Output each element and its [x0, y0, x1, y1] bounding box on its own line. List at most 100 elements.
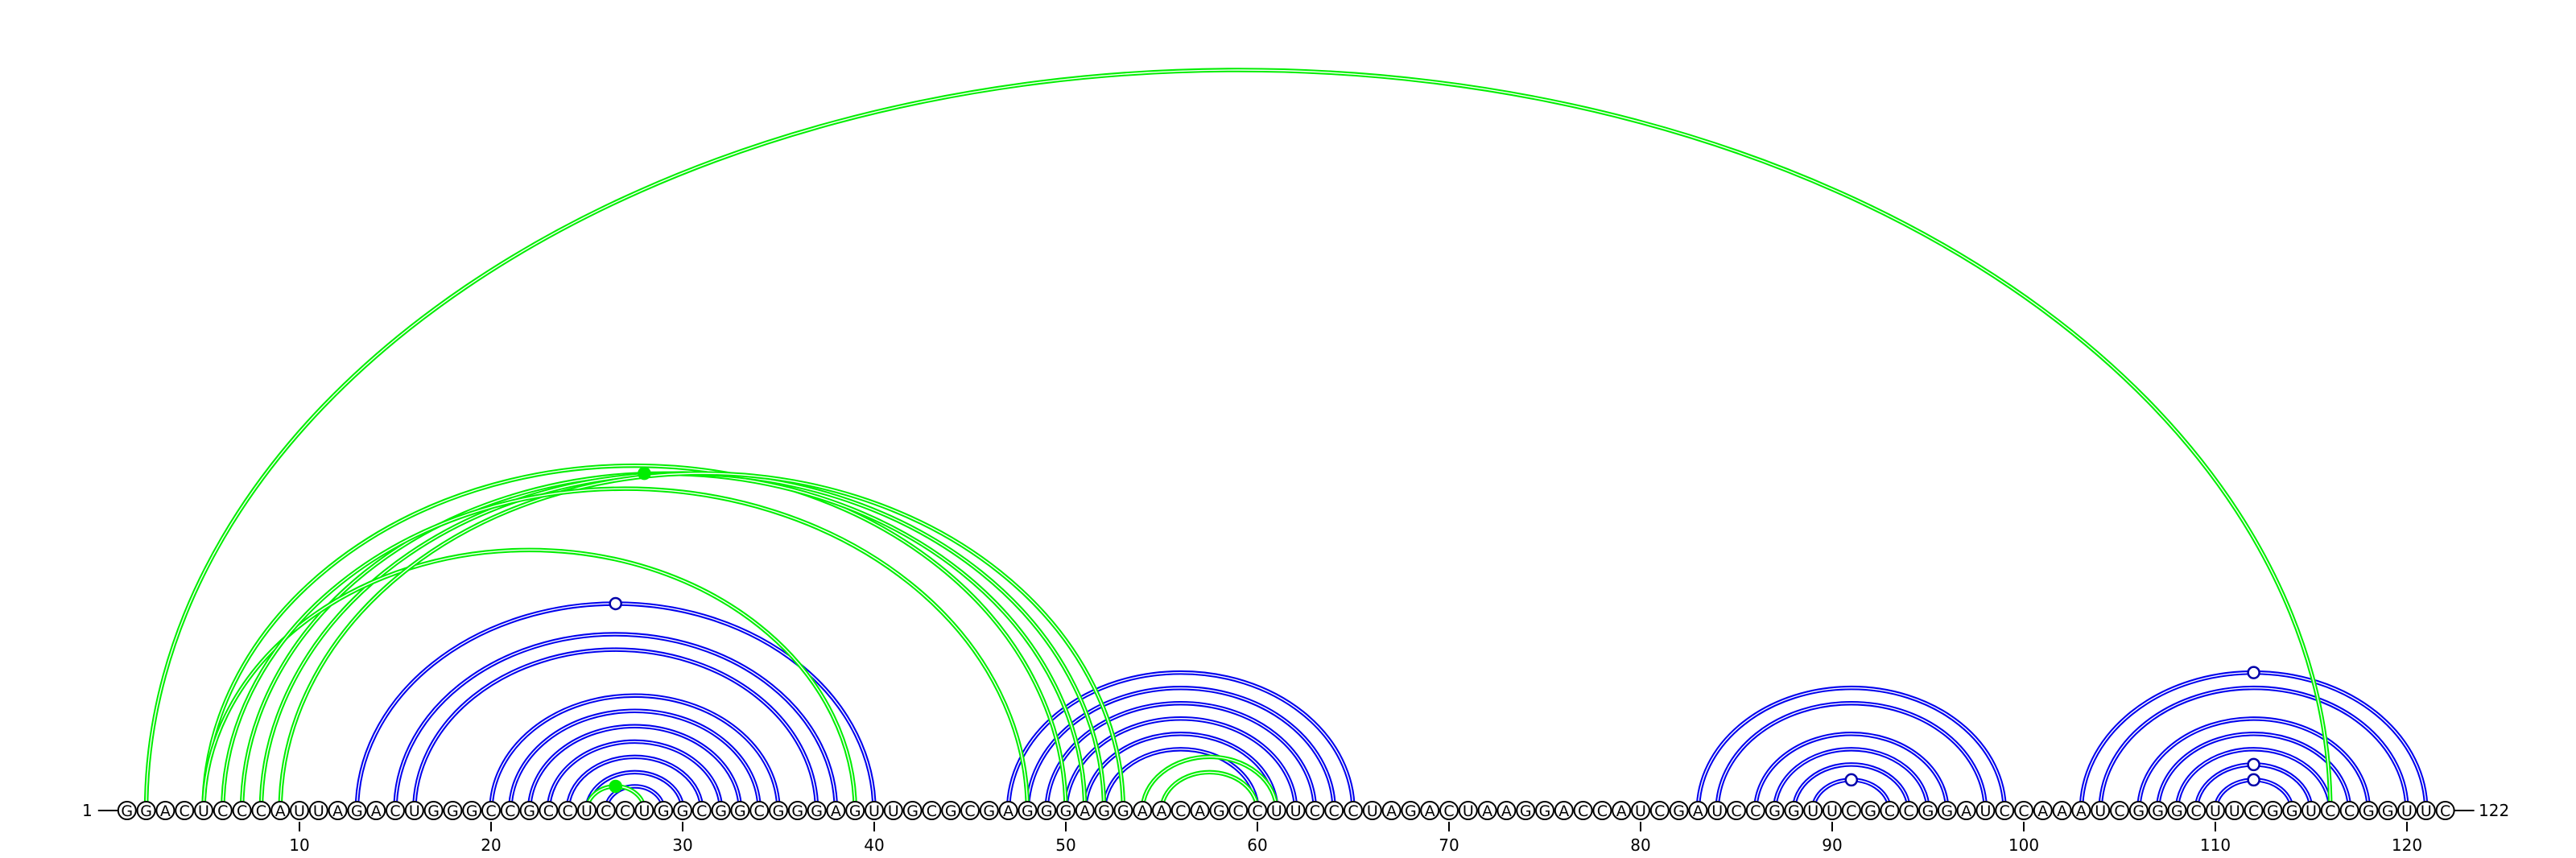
nucleotide-52: G	[1094, 801, 1114, 820]
svg-text:U: U	[2306, 802, 2317, 820]
nucleotide-70: C	[1439, 801, 1459, 820]
nucleotide-35: G	[769, 801, 788, 820]
blue-arc-core-47-65	[1007, 671, 1354, 811]
svg-text:U: U	[1807, 802, 1818, 820]
svg-text:U: U	[888, 802, 899, 820]
svg-text:G: G	[2286, 802, 2298, 820]
blue-arc-core-22-33	[528, 725, 741, 811]
svg-text:C: C	[2248, 802, 2259, 820]
arc-marker-7	[1844, 773, 1859, 787]
svg-text:A: A	[2037, 802, 2048, 820]
svg-text:G: G	[945, 802, 957, 820]
svg-text:C: C	[217, 802, 228, 820]
svg-text:A: A	[160, 802, 171, 820]
nucleotide-14: A	[366, 801, 386, 820]
nucleotide-112: C	[2244, 801, 2264, 820]
nucleotide-47: A	[998, 801, 1018, 820]
green-arc-core-5-39	[203, 549, 856, 811]
blue-arc-core-87-95	[1773, 749, 1929, 811]
svg-text:G: G	[1098, 802, 1110, 820]
nucleotide-59: C	[1228, 801, 1249, 820]
blue-arc-23-32	[546, 739, 724, 811]
nucleotide-63: C	[1305, 801, 1325, 820]
nucleotide-13: G	[347, 801, 367, 820]
arc-marker-3	[609, 779, 622, 794]
svg-text:U: U	[869, 802, 880, 820]
blue-arc-core-88-94	[1793, 764, 1909, 811]
svg-text:G: G	[351, 802, 363, 820]
nucleotide-111: U	[2224, 801, 2244, 820]
svg-text:G: G	[734, 802, 746, 820]
nucleotide-106: G	[2128, 801, 2149, 820]
svg-text:U: U	[313, 802, 324, 820]
ticks-layer: 10 20 30 40 50 60 70 80 90 100 110 120	[289, 822, 2422, 855]
nucleotide-110: U	[2206, 801, 2225, 820]
nucleotide-100: C	[2014, 801, 2033, 820]
nucleotide-97: A	[1956, 801, 1976, 820]
svg-text:A: A	[1080, 802, 1090, 820]
nucleotide-102: A	[2052, 801, 2072, 820]
nucleotide-2: G	[136, 801, 156, 820]
svg-text:C: C	[180, 802, 190, 820]
svg-text:G: G	[811, 802, 823, 820]
nucleotide-78: C	[1592, 801, 1612, 820]
nucleotide-9: A	[270, 801, 291, 820]
blue-arc-core-104-120	[2099, 687, 2408, 811]
svg-text:C: C	[620, 802, 630, 820]
nucleotide-117: C	[2339, 801, 2359, 820]
svg-text:C: C	[1885, 802, 1895, 820]
nucleotide-6: C	[213, 801, 233, 820]
svg-text:G: G	[1788, 802, 1800, 820]
blue-arc-core-24-31	[567, 756, 703, 811]
svg-text:U: U	[1367, 802, 1378, 820]
nucleotide-98: U	[1975, 801, 1996, 820]
svg-text:C: C	[485, 802, 496, 820]
svg-text:C: C	[2114, 802, 2124, 820]
svg-text:G: G	[773, 802, 785, 820]
svg-text:G: G	[983, 802, 995, 820]
nucleotide-66: U	[1362, 801, 1382, 820]
nucleotide-11: U	[308, 801, 328, 820]
tick-label-40: 40	[864, 835, 884, 855]
green-arc-core-9-53	[279, 472, 1125, 811]
svg-text:C: C	[1310, 802, 1320, 820]
svg-text:U: U	[1463, 802, 1474, 820]
svg-text:A: A	[1482, 802, 1492, 820]
nucleotide-19: G	[462, 801, 482, 820]
blue-arc-core-15-38	[394, 633, 837, 811]
nucleotide-91: C	[1841, 801, 1861, 820]
nucleotide-38: A	[826, 801, 846, 820]
nucleotide-104: U	[2091, 801, 2111, 820]
svg-text:G: G	[523, 802, 535, 820]
nucleotide-99: C	[1995, 801, 2015, 820]
blue-arc-core-21-34	[510, 710, 760, 811]
nucleotide-7: C	[232, 801, 252, 820]
nucleotide-58: G	[1209, 801, 1229, 820]
svg-text:G: G	[715, 802, 727, 820]
nucleotide-122: C	[2435, 801, 2455, 820]
nucleotide-68: G	[1401, 801, 1421, 820]
nucleotide-15: C	[386, 801, 405, 820]
nucleotide-48: G	[1018, 801, 1038, 820]
green-arc-core-5-50	[203, 464, 1067, 811]
svg-text:C: C	[505, 802, 515, 820]
start-label: 1	[82, 801, 93, 820]
nucleotide-118: G	[2359, 801, 2379, 820]
arc-marker-2	[609, 596, 622, 611]
blue-arc-22-33	[526, 724, 743, 811]
nucleotide-87: G	[1765, 801, 1785, 820]
nucleotide-60: C	[1248, 801, 1267, 820]
nucleotide-37: G	[807, 801, 827, 820]
blue-arc-103-121	[2079, 670, 2429, 811]
svg-text:C: C	[1654, 802, 1665, 820]
svg-text:A: A	[831, 802, 841, 820]
nucleotide-16: U	[404, 801, 424, 820]
nucleotide-49: G	[1037, 801, 1057, 820]
nucleotide-107: G	[2148, 801, 2168, 820]
markers-layer	[609, 466, 2260, 794]
svg-text:C: C	[754, 802, 765, 820]
blue-arc-core-86-96	[1755, 733, 1948, 811]
svg-text:U: U	[409, 802, 420, 820]
nucleotide-94: C	[1899, 801, 1919, 820]
